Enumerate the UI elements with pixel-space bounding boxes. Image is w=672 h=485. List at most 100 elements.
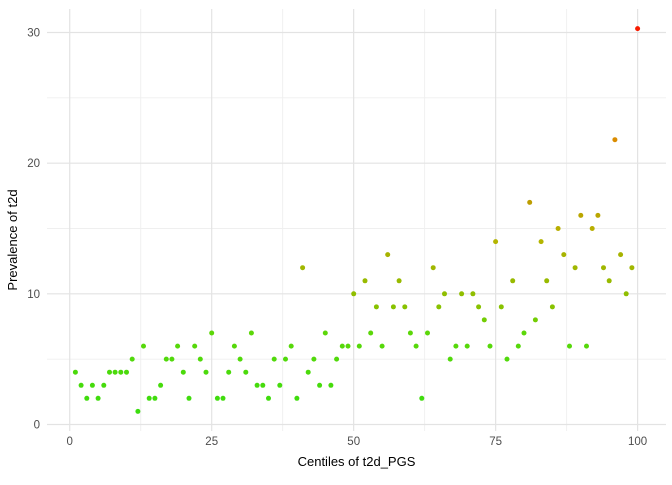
data-point [260, 382, 266, 388]
data-point [186, 395, 192, 401]
data-point [584, 343, 589, 349]
data-point [266, 395, 271, 401]
data-point [532, 317, 538, 323]
data-point [283, 356, 288, 362]
data-point [72, 369, 78, 375]
data-point [311, 356, 317, 362]
x-axis-title: Centiles of t2d_PGS [298, 454, 416, 469]
data-point [95, 395, 101, 401]
data-point [481, 317, 487, 323]
data-point [101, 382, 107, 388]
data-point [464, 343, 470, 349]
data-point [180, 369, 186, 375]
y-tick-label: 0 [34, 420, 40, 432]
x-axis-tick-labels: 0 25 50 75 100 [66, 436, 647, 448]
data-point [356, 343, 362, 349]
data-point [487, 343, 493, 349]
data-point [175, 343, 181, 349]
data-point [129, 356, 135, 362]
data-point [334, 356, 340, 362]
data-point [192, 343, 198, 349]
data-point [294, 395, 300, 401]
data-point [107, 369, 112, 375]
data-point [459, 291, 465, 297]
data-point [413, 343, 419, 349]
data-point [317, 382, 323, 388]
data-point [112, 369, 118, 375]
data-point [442, 291, 447, 297]
data-point [226, 369, 232, 375]
data-point [595, 212, 601, 218]
data-point [561, 252, 567, 258]
data-point [197, 356, 203, 362]
data-point [385, 252, 391, 258]
data-point [379, 343, 385, 349]
data-point [419, 395, 425, 401]
data-point [476, 304, 482, 310]
data-point [373, 304, 379, 310]
data-point [470, 291, 476, 297]
data-point [163, 356, 169, 362]
y-tick-label: 30 [27, 28, 40, 40]
data-point [141, 343, 146, 349]
data-point [515, 343, 521, 349]
data-point [305, 369, 311, 375]
data-point [402, 304, 408, 310]
x-tick-label: 50 [347, 436, 360, 448]
data-point [118, 369, 124, 375]
data-point [78, 382, 84, 388]
data-point [390, 304, 396, 310]
data-point [589, 226, 595, 231]
data-point [635, 26, 641, 32]
data-point [504, 356, 510, 362]
data-point [135, 408, 141, 414]
data-point [220, 395, 226, 401]
data-point [453, 343, 459, 349]
x-tick-label: 25 [205, 436, 218, 448]
data-point [271, 356, 277, 362]
data-point [567, 343, 572, 349]
data-points [72, 26, 641, 414]
data-point [549, 304, 555, 310]
data-point [237, 356, 243, 362]
data-point [169, 356, 175, 362]
y-tick-label: 20 [27, 158, 40, 170]
data-point [430, 265, 436, 271]
data-point [555, 226, 561, 231]
data-point [407, 330, 413, 336]
data-point [288, 343, 294, 349]
data-point [203, 369, 209, 375]
data-point [146, 395, 152, 401]
data-point [425, 330, 430, 336]
data-point [351, 291, 357, 297]
data-point [612, 137, 618, 143]
x-tick-label: 100 [628, 436, 647, 448]
y-tick-label: 10 [27, 289, 40, 301]
data-point [84, 395, 90, 401]
data-point [248, 330, 254, 336]
data-point [300, 265, 306, 271]
data-point [243, 369, 249, 375]
data-point [339, 343, 345, 349]
data-point [214, 395, 220, 401]
x-tick-label: 0 [66, 436, 72, 448]
gridlines-minor [47, 9, 666, 431]
data-point [601, 265, 606, 271]
data-point [527, 199, 533, 205]
data-point [498, 304, 504, 310]
x-tick-label: 75 [489, 436, 502, 448]
data-point [209, 330, 215, 336]
gridlines-major [47, 9, 666, 431]
data-point [436, 304, 442, 310]
data-point [231, 343, 237, 349]
data-point [629, 265, 635, 271]
data-point [544, 278, 550, 284]
data-point [623, 291, 629, 297]
data-point [152, 395, 158, 401]
data-point [510, 278, 516, 284]
data-point [345, 343, 351, 349]
data-point [618, 252, 624, 258]
data-point [572, 265, 578, 271]
data-point [606, 278, 612, 284]
